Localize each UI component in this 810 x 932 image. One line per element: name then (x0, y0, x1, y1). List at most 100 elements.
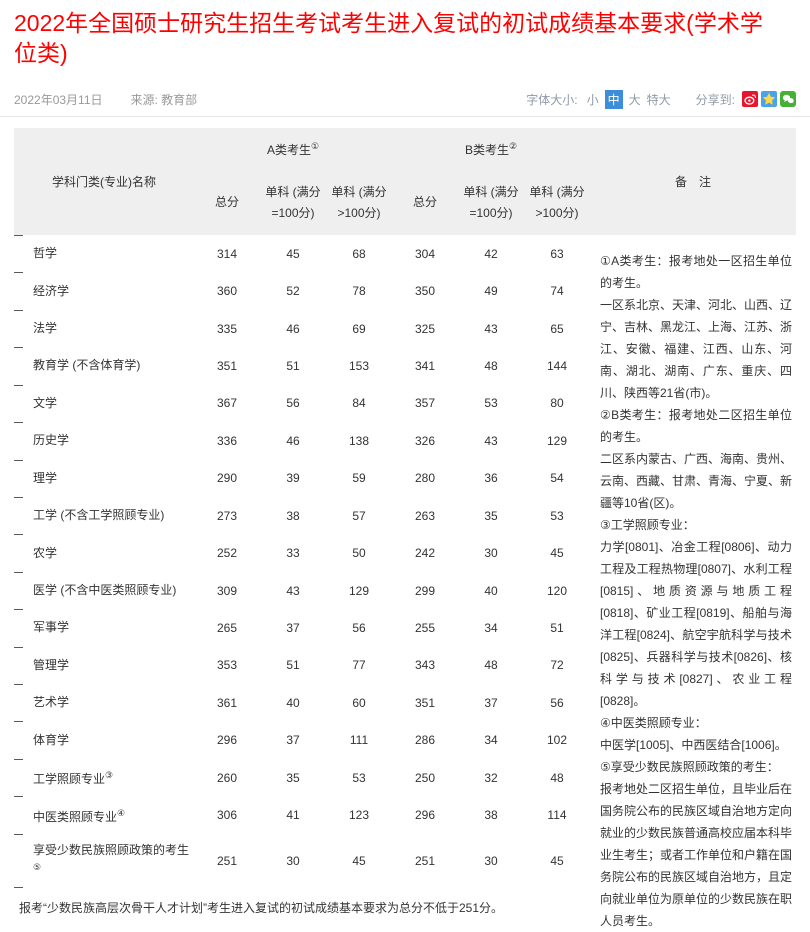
score-cell: 251 (414, 853, 436, 868)
score-cell: 65 (550, 321, 564, 336)
score-cell: 35 (286, 770, 300, 785)
col-header-b-total: 总分 (392, 170, 458, 235)
col-header-b-single-gt100: 单科 (满分>100分) (524, 170, 590, 235)
col-header-group-b: B类考生② (392, 128, 590, 170)
score-cell: 34 (484, 733, 498, 748)
score-cell: 69 (352, 321, 366, 336)
col-header-group-a: A类考生① (194, 128, 392, 170)
minority-plan-footnote: 报考“少数民族高层次骨干人才计划”考生进入复试的初试成绩基本要求为总分不低于25… (14, 887, 590, 932)
discipline-name: 法学 (14, 309, 194, 347)
score-cell: 299 (414, 583, 436, 598)
score-cell: 59 (352, 471, 366, 486)
score-cell: 37 (484, 695, 498, 710)
score-cell: 296 (216, 733, 238, 748)
score-cell: 367 (216, 396, 238, 411)
score-cell: 286 (414, 733, 436, 748)
col-header-a-single-gt100: 单科 (满分>100分) (326, 170, 392, 235)
article-page: 2022年全国硕士研究生招生考试考生进入复试的初试成绩基本要求(学术学位类) 2… (0, 8, 810, 932)
remark-paragraph: ③工学照顾专业： (600, 518, 695, 532)
table-row: 医学 (不含中医类照顾专业) 309 43 129 299 40 120 (14, 571, 796, 609)
score-cell: 251 (216, 853, 238, 868)
score-cell: 123 (348, 808, 370, 823)
discipline-name: 体育学 (14, 721, 194, 758)
remark-paragraph: ①A类考生：报考地处一区招生单位的考生。 (600, 254, 792, 290)
font-size-label: 字体大小: (526, 92, 578, 107)
footnote-ref: ③ (105, 770, 114, 781)
discipline-name: 文学 (14, 384, 194, 422)
score-cell: 326 (414, 433, 436, 448)
table-row: 工学 (不含工学照顾专业) 273 38 57 263 35 53 (14, 496, 796, 534)
score-cell: 80 (550, 396, 564, 411)
table-row: 艺术学 361 40 60 351 37 56 (14, 684, 796, 721)
font-size-xlarge[interactable]: 特大 (646, 92, 671, 107)
share-label: 分享到: (695, 92, 735, 107)
table-row: 法学 335 46 69 325 43 65 (14, 309, 796, 347)
score-cell: 40 (484, 583, 498, 598)
discipline-name: 哲学 (14, 235, 194, 272)
discipline-name: 理学 (14, 459, 194, 497)
discipline-name: 教育学 (不含体育学) (14, 347, 194, 384)
score-cell: 350 (414, 284, 436, 299)
score-cell: 53 (484, 396, 498, 411)
table-row: 经济学 360 52 78 350 49 74 (14, 272, 796, 309)
font-size-small[interactable]: 小 (586, 92, 599, 107)
score-cell: 325 (414, 321, 436, 336)
group-a-label: A类考生 (266, 142, 311, 157)
score-cell: 265 (216, 620, 238, 635)
discipline-name: 医学 (不含中医类照顾专业) (14, 571, 194, 609)
font-size-medium[interactable]: 中 (604, 89, 623, 109)
weibo-share-icon[interactable] (742, 91, 758, 107)
group-a-footref: ① (310, 140, 320, 151)
score-cell: 304 (414, 246, 436, 261)
score-cell: 114 (547, 808, 567, 823)
wechat-share-icon[interactable] (780, 91, 796, 107)
score-cell: 51 (286, 358, 300, 373)
table-row: 历史学 336 46 138 326 43 129 (14, 422, 796, 459)
group-b-footref: ② (508, 140, 518, 151)
score-cell: 138 (348, 433, 370, 448)
table-row: 享受少数民族照顾政策的考生⑤ 251 30 45 251 30 45 (14, 833, 796, 888)
score-cell: 78 (352, 284, 366, 299)
score-cell: 351 (414, 695, 436, 710)
score-cell: 72 (550, 658, 564, 673)
qzone-share-icon[interactable] (761, 91, 777, 107)
score-cell: 39 (286, 471, 300, 486)
score-cell: 30 (484, 853, 498, 868)
score-cell: 53 (550, 508, 564, 523)
col-header-discipline: 学科门类(专业)名称 (14, 128, 194, 235)
score-cell: 102 (546, 733, 568, 748)
remark-paragraph: 一区系北京、天津、河北、山西、辽宁、吉林、黑龙江、上海、江苏、浙江、安徽、福建、… (600, 298, 793, 400)
score-cell: 353 (216, 658, 238, 673)
font-size-large[interactable]: 大 (628, 92, 641, 107)
table-row: 理学 290 39 59 280 36 54 (14, 459, 796, 497)
score-cell: 49 (484, 284, 498, 299)
score-cell: 46 (286, 321, 300, 336)
discipline-name: 工学照顾专业③ (14, 758, 194, 796)
score-cell: 111 (349, 733, 369, 748)
table-row: 体育学 296 37 111 286 34 102 (14, 721, 796, 758)
remark-paragraph: 力学[0801]、冶金工程[0806]、动力工程及工程热物理[0807]、水利工… (600, 540, 792, 708)
score-cell: 42 (484, 246, 498, 261)
score-cell: 260 (216, 770, 238, 785)
remark-paragraph: 中医学[1005]、中西医结合[1006]。 (600, 738, 787, 752)
score-cell: 144 (546, 358, 568, 373)
table-row: 哲学 314 45 68 304 42 63 ①A类考生：报考地处一区招生单位的考生。 一区系北… (14, 235, 796, 928)
score-cell: 56 (352, 620, 366, 635)
score-cell: 273 (216, 508, 238, 523)
score-cell: 68 (352, 246, 366, 261)
table-row: 文学 367 56 84 357 53 80 (14, 384, 796, 422)
score-cell: 336 (216, 433, 238, 448)
score-cell: 46 (286, 433, 300, 448)
source-label: 来源: 教育部 (130, 92, 198, 107)
discipline-name: 艺术学 (14, 684, 194, 721)
score-cell: 351 (216, 358, 238, 373)
score-cell: 37 (286, 620, 300, 635)
page-title: 2022年全国硕士研究生招生考试考生进入复试的初试成绩基本要求(学术学位类) (14, 10, 763, 66)
table-row: 中医类照顾专业④ 306 41 123 296 38 114 (14, 796, 796, 833)
score-cell: 48 (484, 358, 498, 373)
score-cell: 34 (484, 620, 498, 635)
score-cell: 48 (484, 658, 498, 673)
score-cell: 84 (352, 396, 366, 411)
score-cell: 45 (286, 246, 300, 261)
score-cell: 129 (348, 583, 370, 598)
